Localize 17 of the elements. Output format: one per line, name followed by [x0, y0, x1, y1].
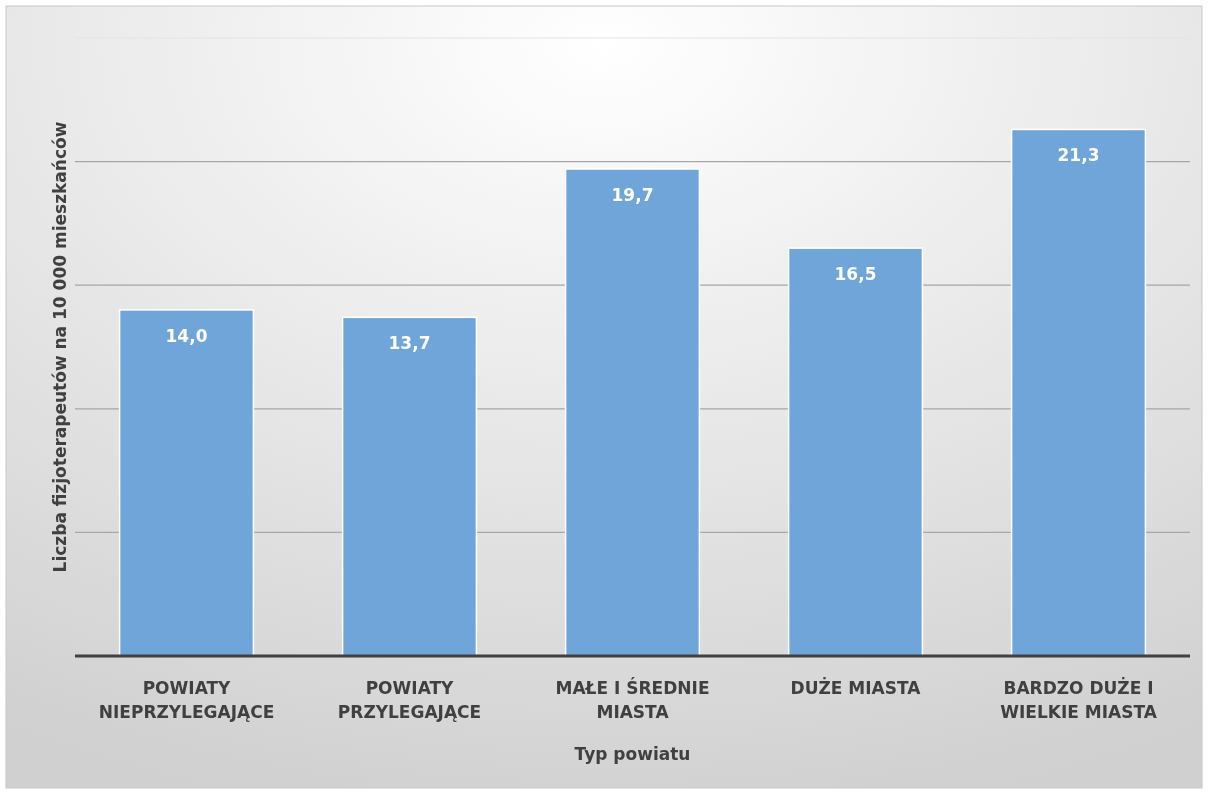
bar — [1010, 128, 1147, 657]
bar — [787, 247, 924, 657]
x-tick-label: POWIATY PRZYLEGAJĄCE — [337, 678, 482, 722]
data-label: 14,0 — [165, 325, 208, 346]
bar — [118, 309, 255, 657]
y-axis-title: Liczba fizjoterapeutów na 10 000 mieszkańców — [50, 121, 70, 573]
bar — [564, 168, 701, 657]
data-label: 13,7 — [388, 333, 431, 354]
x-tick-label: MAŁE I ŚREDNIE MIASTA — [555, 677, 710, 722]
bar — [341, 316, 478, 657]
x-tick-label: BARDZO DUŻE I WIELKIE MIASTA — [1000, 677, 1158, 722]
data-label: 19,7 — [611, 185, 654, 206]
x-tick-label: POWIATY NIEPRZYLEGAJĄCE — [98, 678, 275, 722]
x-axis-title: Typ powiatu — [574, 744, 691, 764]
data-label: 16,5 — [834, 264, 877, 285]
data-label: 21,3 — [1057, 145, 1100, 166]
x-tick-label: DUŻE MIASTA — [790, 677, 922, 698]
